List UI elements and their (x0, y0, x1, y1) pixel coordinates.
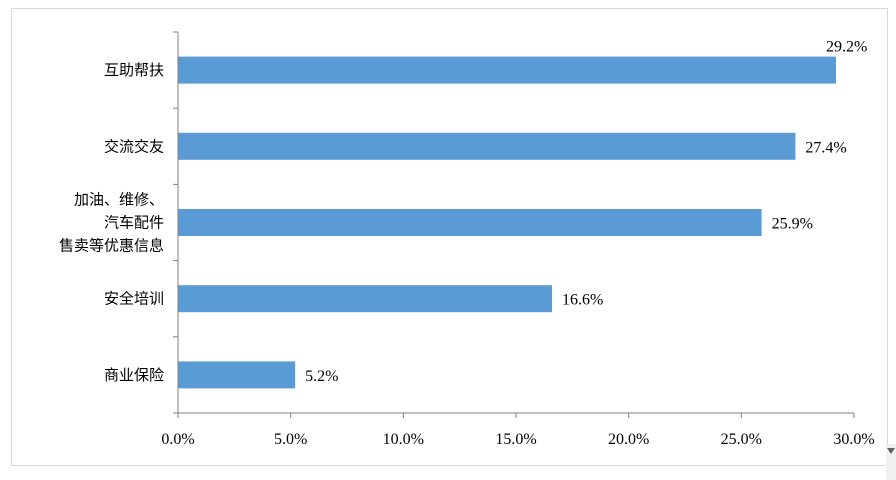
data-label-3: 16.6% (562, 292, 603, 309)
x-tick-label-0: 0.0% (161, 431, 194, 448)
scroll-down-arrow-icon[interactable] (887, 448, 895, 454)
bar-2 (178, 209, 762, 236)
category-label-4-0: 商业保险 (104, 366, 164, 384)
x-tick-label-1: 5.0% (274, 431, 307, 448)
labels-layer: 29.2% 互助帮扶 27.4% 交流交友 25.9% 加油、维修、汽车配件售卖等优惠信息… (59, 39, 867, 385)
category-label-3-0: 安全培训 (104, 290, 164, 308)
chart-frame (11, 8, 888, 466)
category-label-2-1: 汽车配件 (104, 214, 164, 232)
bar-4 (178, 361, 296, 389)
data-label-2: 25.9% (772, 216, 813, 233)
bar-3 (178, 285, 553, 313)
bar-0 (178, 56, 836, 84)
category-label-0-0: 互助帮扶 (104, 61, 164, 79)
data-label-1: 27.4% (805, 139, 846, 156)
x-tick-label-5: 25.0% (721, 431, 762, 448)
x-tick-label-2: 10.0% (383, 431, 424, 448)
category-label-2-2: 售卖等优惠信息 (59, 237, 164, 255)
bar-1 (178, 132, 796, 160)
bars-layer (178, 56, 836, 389)
data-label-0: 29.2% (826, 39, 867, 56)
x-tick-label-3: 15.0% (495, 431, 536, 448)
scrollbar-track[interactable] (886, 444, 896, 480)
x-tick-label-4: 20.0% (608, 431, 649, 448)
x-tick-label-6: 30.0% (833, 431, 874, 448)
category-label-2-0: 加油、维修、 (74, 191, 164, 209)
data-label-4: 5.2% (305, 368, 338, 385)
category-label-1-0: 交流交友 (104, 137, 164, 155)
axis-layer: 0.0% 5.0% 10.0% 15.0% 20.0% 25.0% 30.0% (161, 31, 875, 448)
